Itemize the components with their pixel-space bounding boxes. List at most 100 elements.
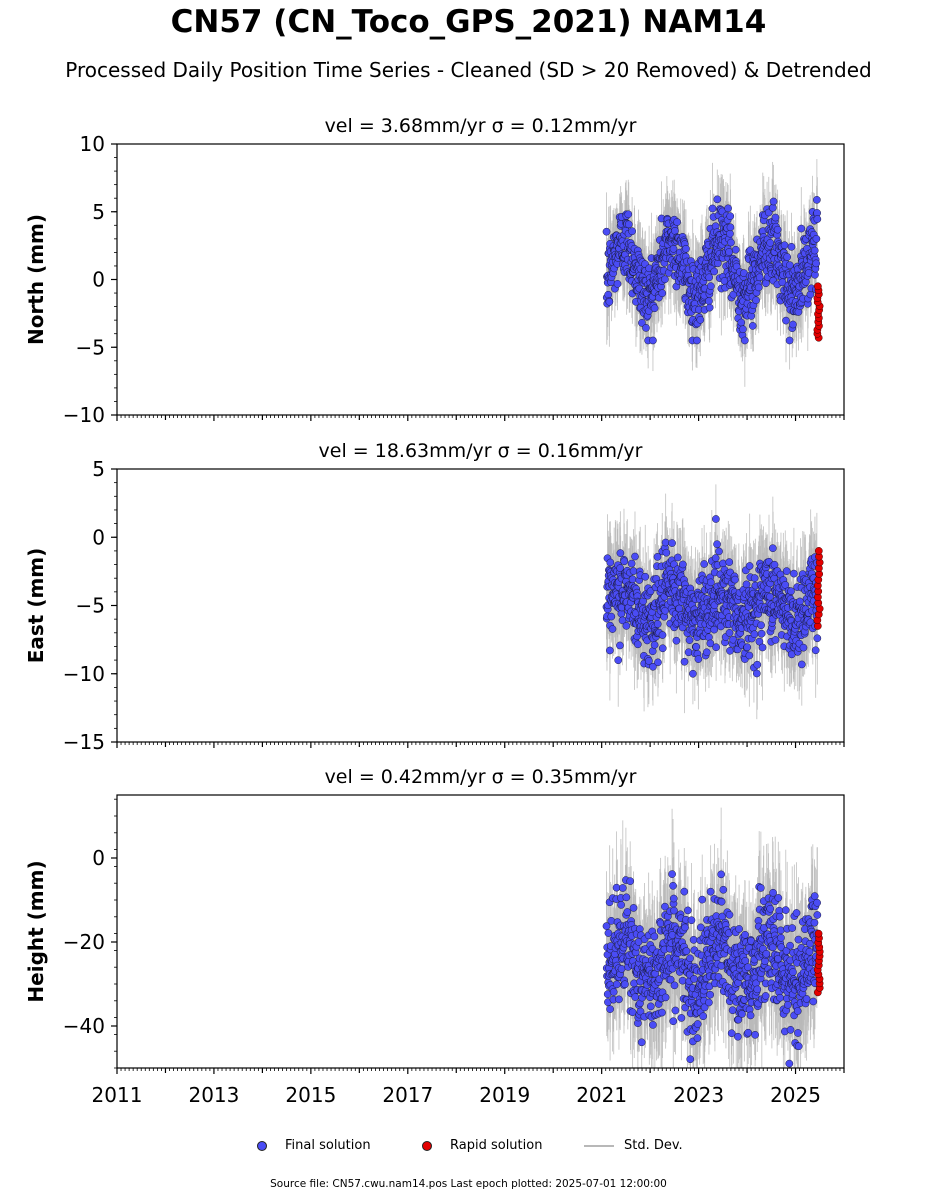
final-point [692, 642, 701, 651]
final-point [813, 215, 822, 223]
final-point [623, 908, 632, 916]
plot-area [602, 159, 824, 387]
final-point [705, 303, 714, 312]
final-point [628, 1008, 637, 1017]
final-point [737, 318, 746, 327]
final-point [813, 196, 821, 204]
final-point [702, 648, 711, 657]
final-point [811, 646, 820, 655]
final-point [653, 553, 662, 561]
final-point [624, 220, 633, 229]
final-point [621, 980, 629, 989]
final-point [785, 261, 794, 270]
final-point [638, 319, 646, 327]
final-point [752, 296, 760, 305]
final-point [748, 322, 757, 330]
final-point [705, 297, 713, 305]
final-point [739, 325, 747, 334]
final-point [607, 917, 616, 925]
y-tick-label: −15 [63, 730, 105, 754]
final-point [693, 336, 701, 345]
final-point [669, 244, 678, 253]
final-point [617, 901, 625, 909]
final-point [745, 651, 754, 660]
final-point [620, 557, 629, 566]
final-point [661, 275, 669, 284]
final-point [713, 540, 721, 549]
final-point [606, 1005, 614, 1013]
rapid-point [814, 547, 823, 555]
plot-area [602, 807, 824, 1068]
final-point [725, 558, 734, 566]
final-point [710, 267, 719, 276]
final-point [658, 631, 667, 639]
final-point [641, 572, 650, 581]
final-point [628, 227, 636, 236]
final-point [622, 622, 631, 630]
final-point [685, 636, 694, 644]
final-point [750, 630, 759, 639]
final-point [649, 662, 657, 671]
final-point [711, 554, 720, 562]
final-point [627, 559, 636, 568]
final-point [770, 560, 779, 569]
final-point [607, 612, 616, 621]
final-point [658, 644, 667, 653]
panel-0: vel = 3.68mm/yr σ = 0.12mm/yr North (mm) 1… [24, 115, 845, 427]
final-point [658, 289, 667, 298]
final-point [781, 581, 790, 589]
final-point [726, 646, 734, 655]
final-point [662, 548, 671, 557]
final-point [614, 656, 623, 665]
final-point [642, 324, 650, 332]
panel-1: vel = 18.63mm/yr σ = 0.16mm/yr East (mm) 5… [24, 440, 845, 754]
final-point [743, 643, 752, 652]
final-point [727, 238, 735, 247]
final-point [671, 227, 679, 235]
final-point [725, 248, 733, 256]
final-point [783, 253, 792, 261]
final-point [650, 304, 659, 313]
final-point [624, 210, 633, 219]
final-point [725, 629, 734, 637]
final-point [696, 315, 705, 324]
final-point [715, 547, 723, 556]
final-point [753, 660, 762, 669]
plot-area [602, 484, 824, 720]
final-point [616, 549, 625, 557]
final-point [617, 965, 626, 973]
final-point [745, 562, 754, 570]
chart-subtitle: Processed Daily Position Time Series - C… [65, 58, 872, 82]
final-point [616, 564, 625, 572]
final-point [726, 212, 735, 221]
final-point [782, 316, 790, 325]
final-point [680, 657, 689, 666]
final-point [612, 980, 621, 989]
final-point [613, 280, 622, 288]
final-point [606, 558, 615, 567]
final-point [712, 643, 720, 652]
final-point [649, 336, 657, 345]
final-point [754, 283, 763, 292]
final-point [700, 560, 709, 568]
final-point [773, 225, 782, 234]
final-point [785, 336, 794, 345]
y-axis-label: East (mm) [24, 548, 48, 664]
final-point [768, 203, 777, 212]
panel-title: vel = 0.42mm/yr σ = 0.35mm/yr [325, 766, 637, 788]
final-point [713, 195, 722, 204]
final-point [602, 227, 611, 236]
y-tick-label: −10 [63, 403, 105, 427]
final-point [650, 641, 659, 649]
final-point [812, 234, 821, 243]
final-point [787, 242, 796, 251]
final-point [740, 336, 749, 345]
final-point [787, 587, 795, 596]
final-point [766, 239, 775, 247]
final-point [757, 621, 765, 630]
final-point [752, 669, 761, 678]
final-point [780, 241, 789, 250]
final-point [712, 515, 720, 523]
final-point [796, 597, 804, 606]
